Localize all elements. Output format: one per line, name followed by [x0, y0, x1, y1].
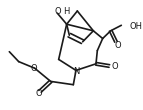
Text: O: O [54, 6, 61, 16]
Text: O: O [114, 41, 121, 50]
Text: O: O [35, 89, 42, 98]
Text: O: O [112, 61, 119, 71]
Text: N: N [73, 67, 79, 76]
Text: O: O [30, 64, 37, 73]
Text: OH: OH [129, 22, 142, 31]
Text: H: H [63, 6, 70, 16]
